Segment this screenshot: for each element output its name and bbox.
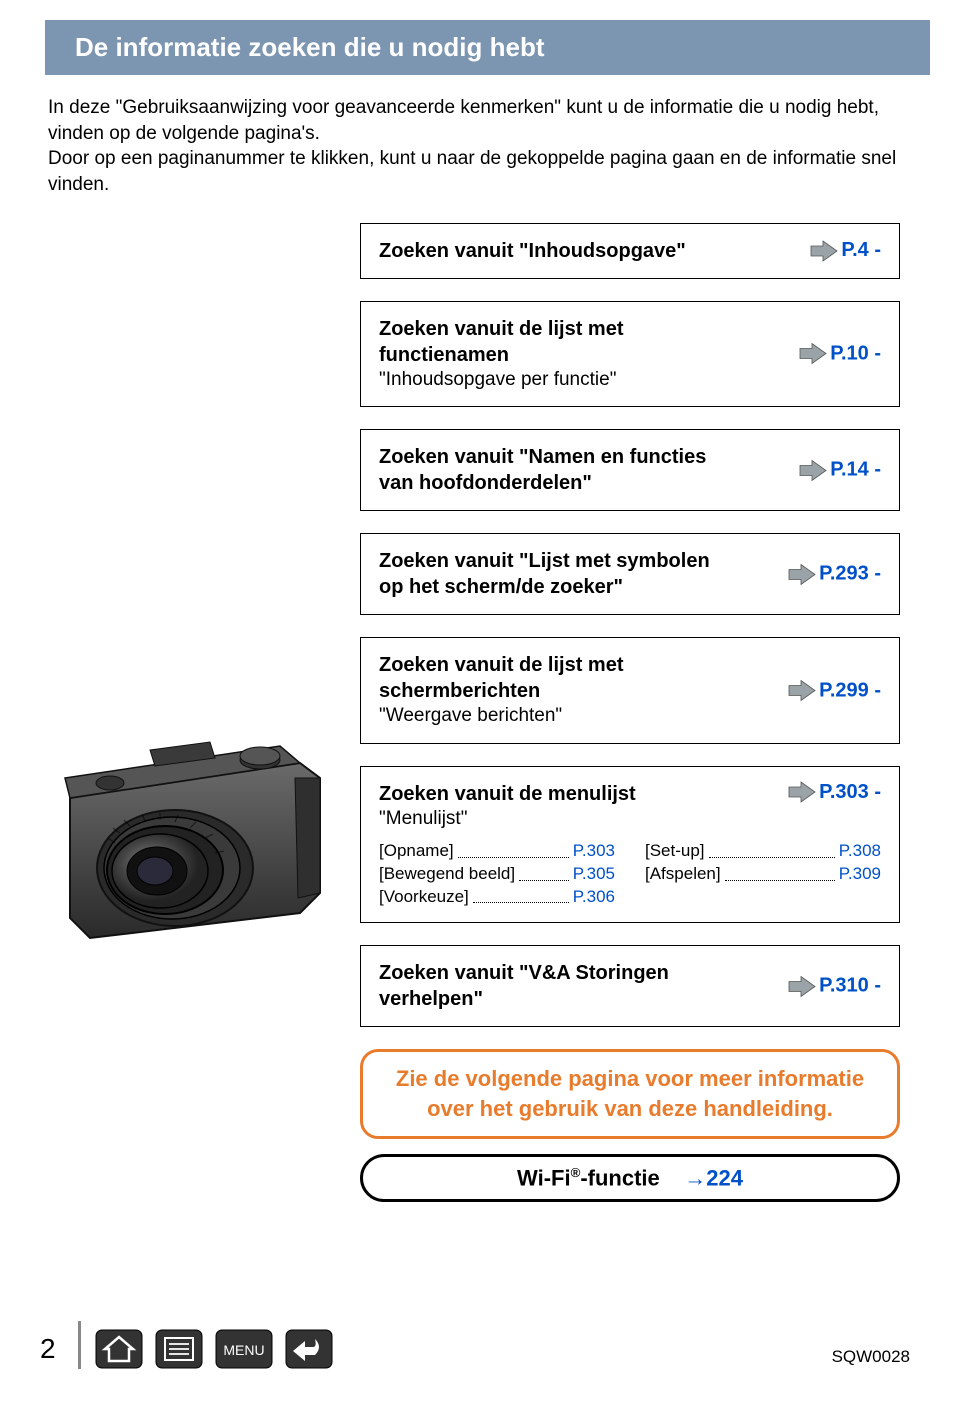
menu-link-row: [Opname] P.303 [379, 840, 615, 863]
callout-box[interactable]: Zie de volgende pagina voor meer informa… [360, 1049, 900, 1138]
box-title: Zoeken vanuit de lijst met functienamen [379, 316, 719, 368]
wifi-link-box[interactable]: Wi-Fi®-functie →224 [360, 1154, 900, 1202]
back-icon[interactable] [285, 1329, 333, 1369]
search-box-schermberichten: Zoeken vanuit de lijst met schermbericht… [360, 637, 900, 744]
leader-dots [709, 840, 835, 858]
search-boxes: Zoeken vanuit "Inhoudsopgave" P.4 - Zoek… [360, 223, 900, 1028]
page-link[interactable]: P.14 - [830, 459, 881, 482]
box-title: Zoeken vanuit de lijst met schermbericht… [379, 652, 719, 704]
home-icon[interactable] [95, 1329, 143, 1369]
box-title: Zoeken vanuit "Lijst met symbolen op het… [379, 548, 719, 600]
menu-link-page[interactable]: P.308 [839, 840, 881, 863]
arrow-icon [787, 563, 817, 585]
menu-link-label: [Opname] [379, 840, 454, 863]
menu-link-row: [Afspelen] P.309 [645, 863, 881, 886]
intro-p2: Door op een paginanummer te klikken, kun… [48, 146, 900, 197]
arrow-icon [787, 781, 817, 803]
menu-link-page[interactable]: P.305 [573, 863, 615, 886]
search-box-inhoudsopgave: Zoeken vanuit "Inhoudsopgave" P.4 - [360, 223, 900, 279]
wifi-label: Wi-Fi [517, 1165, 571, 1190]
page-link[interactable]: P.310 - [819, 975, 881, 998]
camera-illustration [40, 698, 340, 978]
wifi-suffix: -functie [580, 1165, 659, 1190]
toc-icon[interactable] [155, 1329, 203, 1369]
menu-icon[interactable]: MENU [215, 1329, 273, 1369]
page-link[interactable]: P.4 - [841, 239, 881, 262]
page-link[interactable]: P.299 - [819, 679, 881, 702]
leader-dots [725, 863, 835, 881]
intro-p1: In deze "Gebruiksaanwijzing voor geavanc… [48, 95, 900, 146]
menu-link-page[interactable]: P.309 [839, 863, 881, 886]
search-box-storingen: Zoeken vanuit "V&A Storingen verhelpen" … [360, 945, 900, 1027]
box-title: Zoeken vanuit "Inhoudsopgave" [379, 238, 686, 264]
page-footer: 2 MENU SQW0028 [0, 1317, 960, 1377]
content-area: Zoeken vanuit "Inhoudsopgave" P.4 - Zoek… [0, 223, 960, 1203]
search-box-symbolen: Zoeken vanuit "Lijst met symbolen op het… [360, 533, 900, 615]
menu-link-label: [Bewegend beeld] [379, 863, 515, 886]
svg-text:MENU: MENU [223, 1342, 264, 1358]
intro-text: In deze "Gebruiksaanwijzing voor geavanc… [0, 95, 960, 198]
arrow-icon [787, 975, 817, 997]
box-title: Zoeken vanuit "Namen en functies van hoo… [379, 444, 719, 496]
arrow-icon [798, 459, 828, 481]
page-number: 2 [40, 1333, 56, 1365]
page-header: De informatie zoeken die u nodig hebt [45, 20, 930, 75]
page-title: De informatie zoeken die u nodig hebt [75, 32, 545, 62]
box-title: Zoeken vanuit "V&A Storingen verhelpen" [379, 960, 719, 1012]
search-box-functienamen: Zoeken vanuit de lijst met functienamen … [360, 301, 900, 408]
menu-link-label: [Voorkeuze] [379, 886, 469, 909]
menu-link-label: [Afspelen] [645, 863, 721, 886]
box-sub: "Inhoudsopgave per functie" [379, 368, 719, 393]
footer-nav-icons: MENU [95, 1329, 333, 1369]
menu-link-row: [Bewegend beeld] P.305 [379, 863, 615, 886]
page-link[interactable]: P.293 - [819, 563, 881, 586]
leader-dots [473, 886, 569, 904]
document-id: SQW0028 [832, 1347, 910, 1367]
leader-dots [519, 863, 569, 881]
menu-link-row: [Set-up] P.308 [645, 840, 881, 863]
page-link[interactable]: P.10 - [830, 342, 881, 365]
arrow-icon [787, 680, 817, 702]
arrow-icon [798, 343, 828, 365]
menu-link-label: [Set-up] [645, 840, 705, 863]
menu-sublinks: [Opname] P.303 [Bewegend beeld] P.305 [V… [379, 840, 881, 909]
page-link[interactable]: P.303 - [819, 781, 881, 804]
leader-dots [458, 840, 569, 858]
callout-text: Zie de volgende pagina voor meer informa… [396, 1066, 864, 1121]
box-sub: "Menulijst" [379, 807, 881, 832]
menu-link-page[interactable]: P.303 [573, 840, 615, 863]
footer-divider [78, 1321, 81, 1369]
search-box-menulijst: Zoeken vanuit de menulijst "Menulijst" P… [360, 766, 900, 924]
search-box-hoofdonderdelen: Zoeken vanuit "Namen en functies van hoo… [360, 429, 900, 511]
menu-link-row: [Voorkeuze] P.306 [379, 886, 615, 909]
menu-link-page[interactable]: P.306 [573, 886, 615, 909]
wifi-page-link: →224 [684, 1165, 743, 1190]
registered-mark: ® [571, 1165, 581, 1180]
box-sub: "Weergave berichten" [379, 704, 719, 729]
arrow-icon [809, 240, 839, 262]
